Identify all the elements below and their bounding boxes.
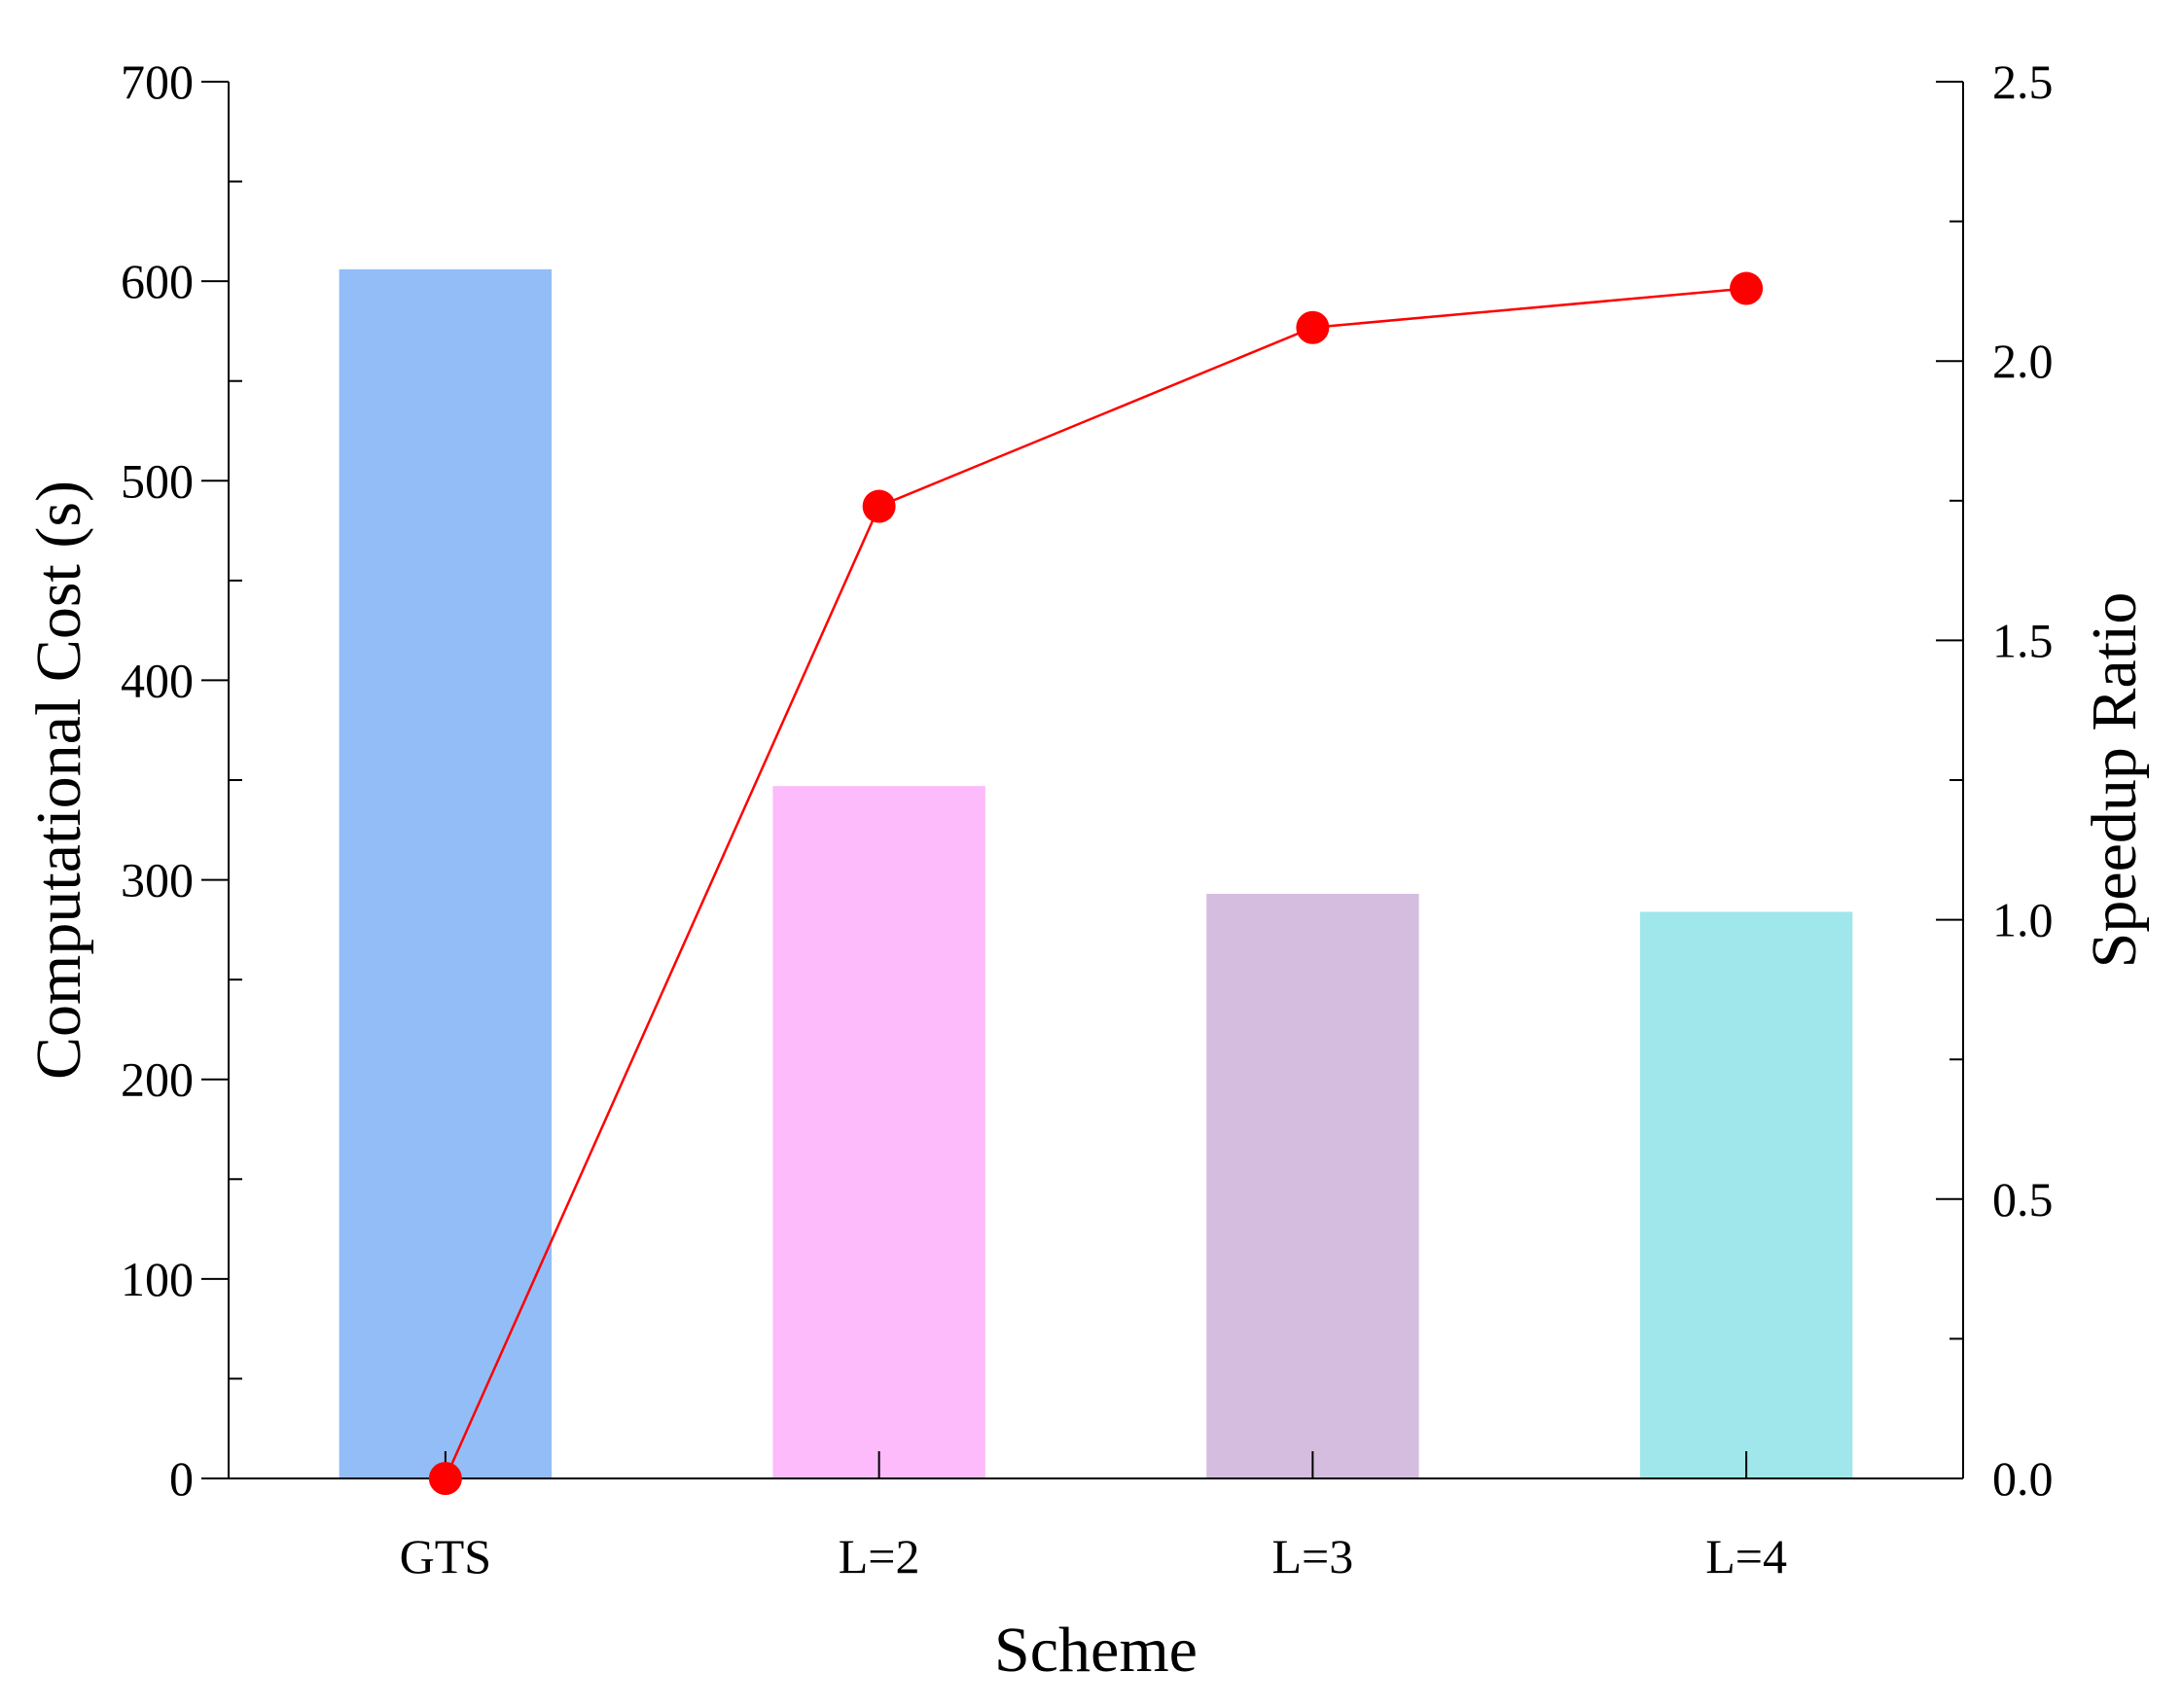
bar-l-2	[772, 786, 985, 1478]
left-tick-label: 500	[121, 453, 194, 508]
left-tick-label: 400	[121, 653, 194, 707]
left-tick-label: 600	[121, 254, 194, 308]
right-tick-label: 1.5	[1992, 613, 2054, 667]
left-tick-label: 100	[121, 1252, 194, 1306]
right-tick-label: 0.5	[1992, 1172, 2054, 1227]
x-tick-label: L=3	[1272, 1529, 1354, 1583]
y2-axis-title: Speedup Ratio	[2079, 592, 2150, 969]
x-tick-label: L=4	[1705, 1529, 1787, 1583]
bar-l-3	[1206, 893, 1419, 1478]
left-tick-label: 200	[121, 1052, 194, 1107]
x-tick-label: GTS	[400, 1529, 491, 1583]
bar-l-4	[1639, 911, 1853, 1478]
bars-layer	[339, 268, 1853, 1479]
x-tick-label: L=2	[839, 1529, 920, 1583]
line-layer	[428, 271, 1764, 1495]
left-tick-label: 0	[169, 1451, 194, 1506]
speedup-point-l-2	[862, 489, 896, 523]
right-tick-label: 2.0	[1992, 334, 2054, 388]
y-axis-title: Computational Cost (s)	[23, 480, 94, 1080]
speedup-line	[444, 287, 1747, 1479]
x-axis-title: Scheme	[994, 1615, 1198, 1686]
speedup-point-l-4	[1730, 271, 1764, 305]
speedup-point-l-3	[1296, 310, 1330, 344]
right-tick-label: 0.0	[1992, 1451, 2054, 1506]
left-tick-label: 300	[121, 853, 194, 907]
left-tick-label: 700	[121, 54, 194, 109]
axes-layer	[201, 81, 1964, 1479]
labels-layer: 0 100 200 300 400 500 600 700 0.0 0.5 1.0 1.5 2.0 2.5…	[23, 54, 2150, 1686]
speedup-point-gts	[428, 1462, 462, 1495]
right-tick-label: 1.0	[1992, 893, 2054, 947]
bar-gts	[339, 268, 553, 1479]
right-tick-label: 2.5	[1992, 54, 2054, 109]
